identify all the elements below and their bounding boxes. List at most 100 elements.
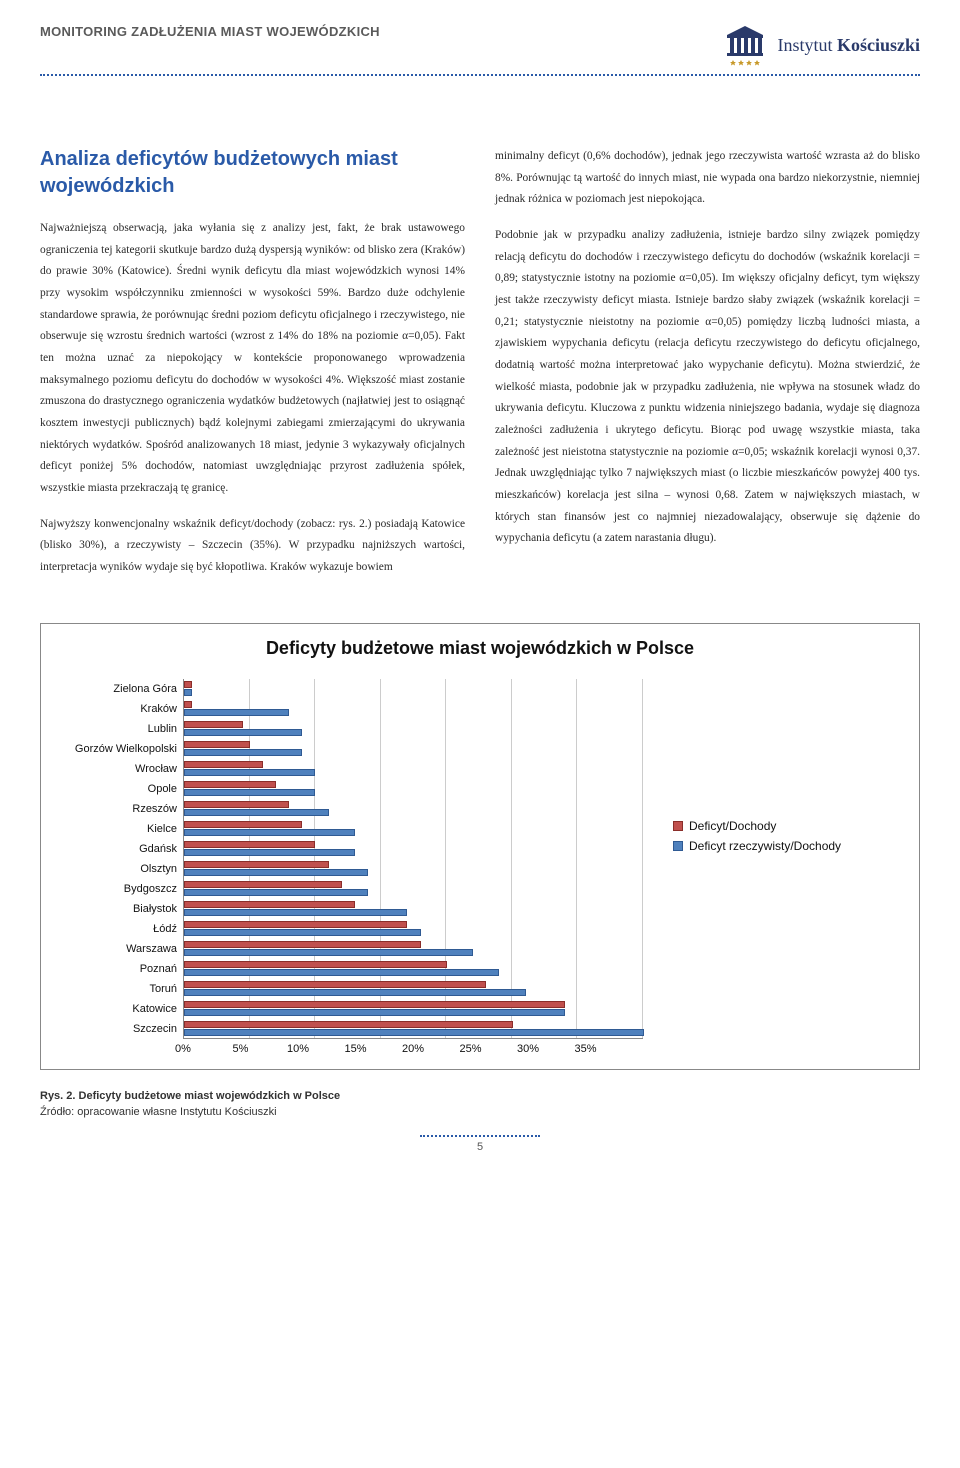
bar [184, 761, 263, 768]
bars-area [183, 679, 643, 1039]
bar [184, 949, 473, 956]
legend-swatch [673, 841, 683, 851]
chart-body: Zielona GóraKrakówLublinGorzów Wielkopol… [53, 679, 907, 1039]
y-axis-label: Opole [53, 779, 177, 799]
bar [184, 749, 302, 756]
header: MONITORING ZADŁUŻENIA MIAST WOJEWÓDZKICH [40, 24, 920, 66]
page-number: 5 [477, 1141, 483, 1153]
bar [184, 989, 526, 996]
bar [184, 829, 355, 836]
x-axis-tick: 10% [269, 1043, 327, 1055]
bar [184, 901, 355, 908]
paragraph: minimalny deficyt (0,6% dochodów), jedna… [495, 146, 920, 211]
bar [184, 701, 192, 708]
y-axis-label: Gorzów Wielkopolski [53, 739, 177, 759]
chart-title: Deficyty budżetowe miast wojewódzkich w … [53, 638, 907, 659]
bar [184, 801, 289, 808]
legend-swatch [673, 821, 683, 831]
legend: Deficyt/Dochody Deficyt rzeczywisty/Docho… [673, 819, 841, 859]
y-axis-label: Toruń [53, 979, 177, 999]
footer-divider [420, 1135, 540, 1137]
bar [184, 961, 447, 968]
paragraph: Najwyższy konwencjonalny wskaźnik deficy… [40, 514, 465, 579]
bar-row [184, 979, 643, 999]
bar-row [184, 799, 643, 819]
y-axis-label: Kraków [53, 699, 177, 719]
bar-row [184, 679, 643, 699]
legend-item: Deficyt/Dochody [673, 819, 841, 833]
y-axis-label: Bydgoszcz [53, 879, 177, 899]
bar-row [184, 899, 643, 919]
bar [184, 849, 355, 856]
column-left: Analiza deficytów budżetowych miast woje… [40, 146, 465, 593]
logo-text: Instytut Kościuszki [777, 35, 920, 56]
bar [184, 981, 486, 988]
bar [184, 929, 421, 936]
bar-row [184, 699, 643, 719]
bar-row [184, 719, 643, 739]
bar [184, 969, 499, 976]
x-axis-tick: 35% [557, 1043, 615, 1055]
bar [184, 881, 342, 888]
caption-title: Rys. 2. Deficyty budżetowe miast wojewód… [40, 1090, 340, 1102]
bar [184, 821, 302, 828]
bar [184, 721, 243, 728]
y-axis-label: Szczecin [53, 1019, 177, 1039]
x-axis-tick: 30% [499, 1043, 557, 1055]
bar [184, 869, 368, 876]
bar-row [184, 739, 643, 759]
bar [184, 681, 192, 688]
bar-row [184, 859, 643, 879]
bar-row [184, 999, 643, 1019]
footer: 5 [40, 1135, 920, 1153]
x-axis-labels: 0%5%10%15%20%25%30%35% [183, 1039, 643, 1055]
bar-row [184, 839, 643, 859]
bar [184, 1001, 565, 1008]
caption-source: Źródło: opracowanie własne Instytutu Koś… [40, 1106, 277, 1118]
y-axis-label: Warszawa [53, 939, 177, 959]
bar [184, 741, 250, 748]
bar [184, 841, 315, 848]
x-axis-tick: 15% [327, 1043, 385, 1055]
y-axis-label: Łódź [53, 919, 177, 939]
y-axis-labels: Zielona GóraKrakówLublinGorzów Wielkopol… [53, 679, 183, 1039]
x-axis-tick: 25% [442, 1043, 500, 1055]
bar [184, 1009, 565, 1016]
temple-icon [723, 24, 767, 66]
x-axis-tick: 20% [384, 1043, 442, 1055]
y-axis-label: Rzeszów [53, 799, 177, 819]
bar [184, 689, 192, 696]
y-axis-label: Poznań [53, 959, 177, 979]
logo-text-light: Instytut [777, 35, 832, 55]
bar [184, 781, 276, 788]
chart-plot: Zielona GóraKrakówLublinGorzów Wielkopol… [53, 679, 643, 1039]
y-axis-label: Lublin [53, 719, 177, 739]
x-axis-tick: 5% [212, 1043, 270, 1055]
bar-row [184, 959, 643, 979]
y-axis-label: Gdańsk [53, 839, 177, 859]
bar [184, 769, 315, 776]
bar-row [184, 939, 643, 959]
bar [184, 709, 289, 716]
bar-row [184, 779, 643, 799]
bar-row [184, 1019, 643, 1039]
two-column-body: Analiza deficytów budżetowych miast woje… [40, 146, 920, 593]
bar-row [184, 919, 643, 939]
bar [184, 941, 421, 948]
bar [184, 921, 407, 928]
bar [184, 1021, 513, 1028]
section-title: Analiza deficytów budżetowych miast woje… [40, 146, 465, 200]
x-axis-tick: 0% [154, 1043, 212, 1055]
paragraph: Podobnie jak w przypadku analizy zadłuże… [495, 225, 920, 550]
page: MONITORING ZADŁUŻENIA MIAST WOJEWÓDZKICH [0, 0, 960, 1173]
chart-container: Deficyty budżetowe miast wojewódzkich w … [40, 623, 920, 1070]
bar [184, 909, 407, 916]
logo: Instytut Kościuszki [723, 24, 920, 66]
legend-item: Deficyt rzeczywisty/Dochody [673, 839, 841, 853]
divider-top [40, 74, 920, 76]
running-title: MONITORING ZADŁUŻENIA MIAST WOJEWÓDZKICH [40, 24, 380, 39]
bar [184, 861, 329, 868]
bar-row [184, 759, 643, 779]
legend-label: Deficyt/Dochody [689, 819, 776, 833]
bar [184, 809, 329, 816]
